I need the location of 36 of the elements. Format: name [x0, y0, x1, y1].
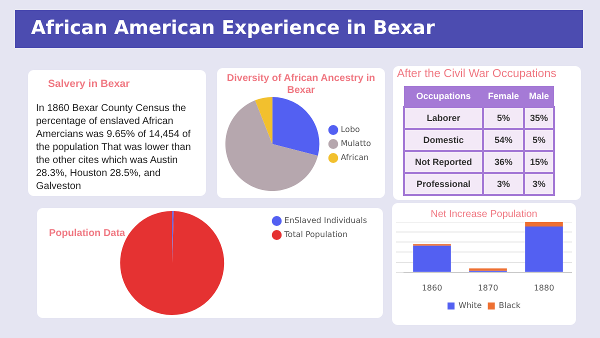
data-label: 35% [524, 107, 554, 129]
category-label: Domestic [404, 129, 483, 151]
category-label: Professional [404, 173, 483, 195]
legend-label: Lobo [340, 125, 360, 134]
data-label: 54% [483, 129, 524, 151]
data-label: 3% [524, 173, 554, 195]
text: In 1860 Bexar County Census the percentage of enslaved African Amercians was 9.65% of 14,454 of the population That was lower than the other cites which was Austin 28.3%, Houston 28.5%, and Galveston [36, 102, 192, 193]
legend-label: White [458, 301, 482, 310]
legend-label: Total Population [283, 230, 348, 240]
text: Population Data [49, 228, 126, 239]
text: Salvery in Bexar [48, 78, 131, 90]
legend-label: Mulatto [340, 139, 372, 148]
data-label: 5% [483, 107, 524, 129]
data-label: 5% [524, 129, 554, 151]
series-label: Male [524, 86, 554, 107]
series-label: Female [483, 86, 524, 107]
text: African American Experience in Bexar [15, 10, 583, 48]
chart-title: Diversity of African Ancestry in Bexar [226, 72, 376, 97]
data-label: 15% [524, 151, 554, 173]
legend-label: African [340, 153, 369, 162]
text: Occupations [404, 86, 483, 107]
x-tick-label: 1880 [534, 283, 554, 292]
text: After the Civil War Occupations [397, 68, 558, 80]
bar [469, 268, 507, 271]
bar [525, 222, 563, 227]
data-label: 3% [483, 173, 524, 195]
x-tick-label: 1870 [478, 283, 498, 292]
legend-label: Black [498, 301, 521, 310]
legend-label: EnSlaved Individuals [284, 216, 367, 226]
category-label: Laborer [404, 107, 483, 129]
chart-title: Net Increase Population [430, 208, 538, 222]
x-tick-label: 1860 [422, 283, 442, 292]
bar [413, 246, 451, 272]
category-label: Not Reported [404, 151, 483, 173]
bar [525, 226, 563, 272]
data-label: 36% [483, 151, 524, 173]
